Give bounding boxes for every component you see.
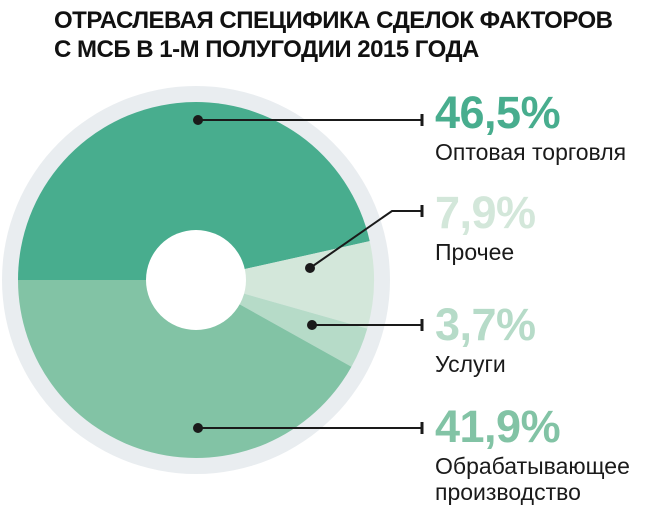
leader-dot-1 xyxy=(305,263,315,273)
pie-segment-3 xyxy=(18,280,352,458)
legend-item-wholesale: 46,5% Оптовая торговля xyxy=(435,87,665,166)
page-title: ОТРАСЛЕВАЯ СПЕЦИФИКА СДЕЛОК ФАКТОРОВ С М… xyxy=(54,6,613,64)
category-label: Услуги xyxy=(435,351,506,377)
percent-value: 46,5% xyxy=(435,87,561,138)
leader-dot-2 xyxy=(307,320,317,330)
pie-segment-1 xyxy=(196,241,374,329)
page-title-line2: С МСБ В 1-М ПОЛУГОДИИ 2015 ГОДА xyxy=(54,36,479,63)
percent-value: 41,9% xyxy=(435,401,561,452)
legend-item-services: 3,7% Услуги xyxy=(435,299,665,378)
legend-item-other: 7,9% Прочее xyxy=(435,187,665,266)
category-label: Оптовая торговля xyxy=(435,139,627,165)
leader-dot-0 xyxy=(193,115,203,125)
page-title-line1: ОТРАСЛЕВАЯ СПЕЦИФИКА СДЕЛОК ФАКТОРОВ xyxy=(54,7,613,34)
percent-value: 7,9% xyxy=(435,187,536,238)
percent-value: 3,7% xyxy=(435,299,536,350)
pie-segment-0 xyxy=(18,102,370,280)
legend-item-manufacturing: 41,9% Обрабатывающее производство xyxy=(435,401,665,506)
leader-line-1 xyxy=(309,210,421,269)
leader-dot-3 xyxy=(193,423,203,433)
category-label: Обрабатывающее производство xyxy=(435,453,630,505)
donut-hole xyxy=(146,230,246,330)
category-label: Прочее xyxy=(435,239,515,265)
